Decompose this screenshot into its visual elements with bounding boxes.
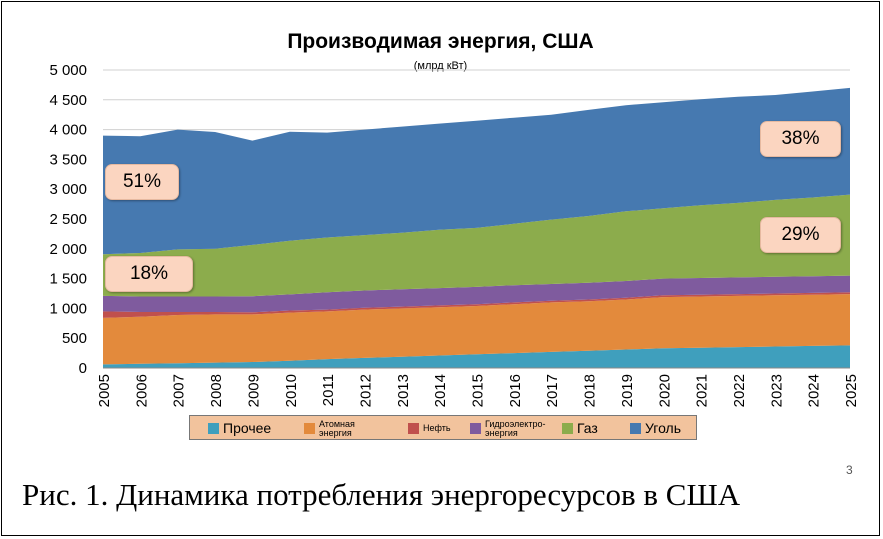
annotation-gas-2005: 18% bbox=[105, 256, 193, 292]
area-series-3 bbox=[103, 275, 850, 313]
y-tick-label-4: 2 000 bbox=[49, 241, 87, 258]
legend-item-oil: Нефть bbox=[408, 416, 451, 441]
x-tick-label-2018: 2018 bbox=[582, 374, 599, 407]
page-number: 3 bbox=[846, 463, 853, 477]
x-tick-label-2010: 2010 bbox=[283, 374, 300, 407]
area-series-4 bbox=[103, 194, 850, 297]
x-tick-label-2019: 2019 bbox=[619, 374, 636, 407]
legend-item-coal: Уголь bbox=[630, 416, 681, 441]
x-tick-label-2006: 2006 bbox=[133, 374, 150, 407]
x-tick-label-2017: 2017 bbox=[544, 374, 561, 407]
legend-item-gas: Газ bbox=[562, 416, 598, 441]
y-tick-label-10: 5 000 bbox=[49, 62, 87, 79]
legend-label-nuclear: Атомная энергия bbox=[319, 418, 355, 438]
x-tick-label-2022: 2022 bbox=[731, 374, 748, 407]
y-tick-label-8: 4 000 bbox=[49, 122, 87, 139]
area-series-1 bbox=[103, 294, 850, 365]
legend-label-coal: Уголь bbox=[645, 420, 682, 436]
x-tick-label-2009: 2009 bbox=[245, 374, 262, 407]
area-series-0 bbox=[103, 345, 850, 368]
legend-item-nuclear: Атомная энергия bbox=[304, 416, 379, 441]
legend-label-hydro: Гидроэлектро- энергия bbox=[485, 418, 546, 438]
y-tick-label-2: 1 000 bbox=[49, 300, 87, 317]
legend-swatch-oil bbox=[408, 423, 419, 434]
legend-label-other: Прочее bbox=[223, 420, 272, 436]
x-tick-label-2020: 2020 bbox=[656, 374, 673, 407]
legend-swatch-gas bbox=[562, 423, 573, 434]
annotation-coal-2025: 38% bbox=[760, 121, 841, 157]
chart-subtitle: (млрд кВт) bbox=[413, 60, 468, 72]
legend-swatch-other bbox=[208, 423, 219, 434]
legend-swatch-nuclear bbox=[304, 423, 315, 434]
y-tick-label-9: 4 500 bbox=[49, 92, 87, 109]
chart-legend: Прочее Атомная энергия Нефть Гидроэлектр… bbox=[189, 415, 697, 440]
y-tick-label-5: 2 500 bbox=[49, 211, 87, 228]
area-series-2 bbox=[103, 292, 850, 318]
x-tick-label-2008: 2008 bbox=[208, 374, 225, 407]
y-tick-label-0: 0 bbox=[79, 360, 87, 377]
x-tick-label-2016: 2016 bbox=[507, 374, 524, 407]
legend-swatch-hydro bbox=[470, 423, 481, 434]
x-tick-label-2007: 2007 bbox=[171, 374, 188, 407]
x-tick-label-2011: 2011 bbox=[320, 374, 337, 406]
legend-swatch-coal bbox=[630, 423, 641, 434]
chart-title: Производимая энергия, США bbox=[287, 30, 594, 53]
y-tick-label-7: 3 500 bbox=[49, 151, 87, 168]
y-tick-label-3: 1 500 bbox=[49, 271, 87, 288]
x-tick-label-2013: 2013 bbox=[395, 374, 412, 407]
x-tick-label-2025: 2025 bbox=[843, 374, 860, 407]
x-tick-label-2015: 2015 bbox=[470, 374, 487, 407]
area-series-5 bbox=[103, 87, 850, 255]
y-tick-label-1: 500 bbox=[62, 330, 87, 347]
x-tick-label-2021: 2021 bbox=[694, 374, 711, 407]
x-tick-label-2024: 2024 bbox=[806, 374, 823, 407]
legend-label-oil: Нефть bbox=[423, 423, 451, 433]
figure-caption: Рис. 1. Динамика потребления энергоресур… bbox=[22, 477, 741, 512]
stacked-area-chart: 0 500 1 000 1 500 2 000 2 500 3 000 3 500 4 000 4… bbox=[49, 62, 860, 407]
annotation-gas-2025: 29% bbox=[760, 217, 841, 253]
slide: Производимая энергия, США (млрд кВт) 0 50… bbox=[8, 8, 873, 477]
x-tick-label-2012: 2012 bbox=[357, 374, 374, 407]
annotation-coal-2005: 51% bbox=[105, 164, 179, 200]
legend-label-gas: Газ bbox=[577, 420, 598, 436]
y-tick-label-6: 3 000 bbox=[49, 181, 87, 198]
x-tick-label-2014: 2014 bbox=[432, 374, 449, 407]
legend-item-other: Прочее bbox=[208, 416, 271, 441]
x-tick-label-2005: 2005 bbox=[96, 374, 113, 407]
legend-item-hydro: Гидроэлектро- энергия bbox=[470, 416, 560, 441]
x-tick-label-2023: 2023 bbox=[768, 374, 785, 407]
